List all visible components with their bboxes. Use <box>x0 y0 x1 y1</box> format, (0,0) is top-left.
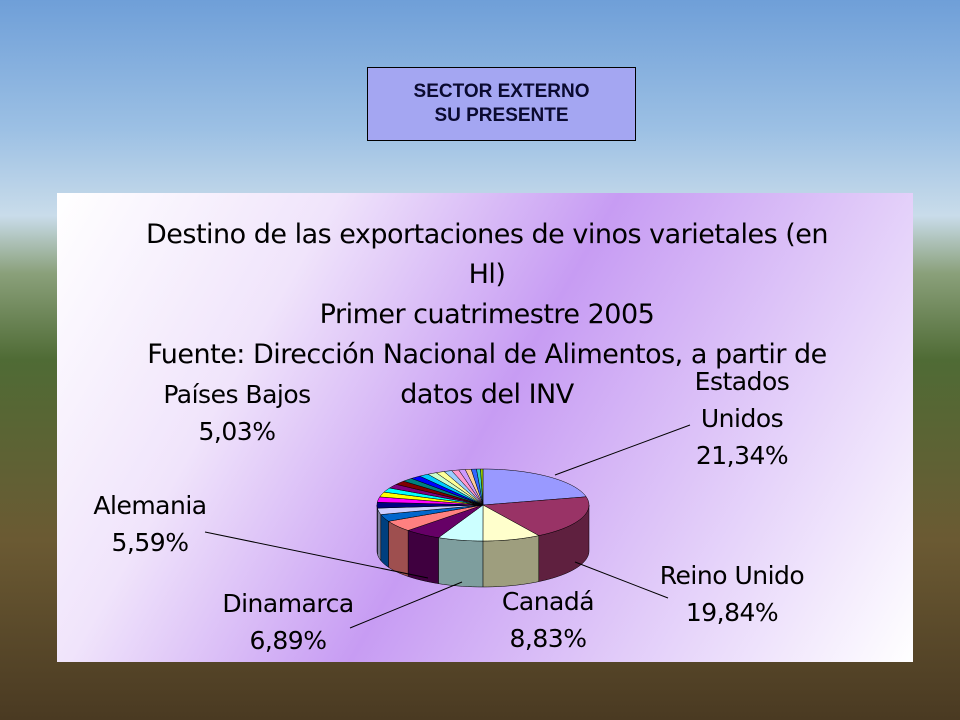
pie-slice <box>387 504 484 531</box>
label-line: Países Bajos <box>163 380 310 409</box>
value-label: 5,59% <box>112 528 189 557</box>
label-line: Canadá <box>502 587 594 616</box>
label-line: Dinamarca <box>222 589 353 618</box>
chart-titles: Destino de las exportaciones de vinos va… <box>127 215 847 415</box>
value-label: 6,89% <box>250 626 327 655</box>
header-line: SU PRESENTE <box>434 105 569 126</box>
header-line: SECTOR EXTERNO <box>413 81 590 102</box>
label-line: Estados <box>695 367 790 396</box>
pie-slice <box>482 504 540 542</box>
value-label: 5,03% <box>199 417 276 446</box>
pie-slice <box>480 468 484 506</box>
slice-side <box>482 535 540 588</box>
leader-line <box>349 581 463 629</box>
slice-side <box>438 537 484 588</box>
label-line: Alemania <box>93 491 206 520</box>
header-box: SECTOR EXTERNO SU PRESENTE <box>367 67 636 141</box>
chart-title: Destino de las exportaciones de vinos va… <box>145 219 829 290</box>
label-line: Unidos <box>701 404 783 433</box>
chart-source: Fuente: Dirección Nacional de Alimentos,… <box>147 339 827 410</box>
pie-slice <box>482 468 587 506</box>
chart-subtitle: Primer cuatrimestre 2005 <box>319 299 655 330</box>
slice-label: Dinamarca <box>222 589 353 618</box>
label-line: Reino Unido <box>660 561 804 590</box>
slice-label: Países Bajos <box>163 380 310 409</box>
value-label: 8,83% <box>510 624 587 653</box>
leader-line <box>204 531 429 579</box>
pie-slice <box>437 504 484 542</box>
leader-line <box>554 424 691 476</box>
leader-line <box>574 561 669 599</box>
slice-label: Reino Unido <box>660 561 804 590</box>
value-label: 21,34% <box>696 441 788 470</box>
slice-label: Alemania <box>93 491 206 520</box>
value-label: 19,84% <box>686 598 778 627</box>
slice-side <box>377 508 382 562</box>
slice-label: Canadá <box>502 587 594 616</box>
pie-slice <box>482 496 590 536</box>
slice-side <box>380 513 389 568</box>
slice-side <box>407 530 439 584</box>
slice-label: Estados Unidos <box>695 367 790 433</box>
chart-panel: Destino de las exportaciones de vinos va… <box>57 193 913 662</box>
pie-slice <box>407 504 484 538</box>
